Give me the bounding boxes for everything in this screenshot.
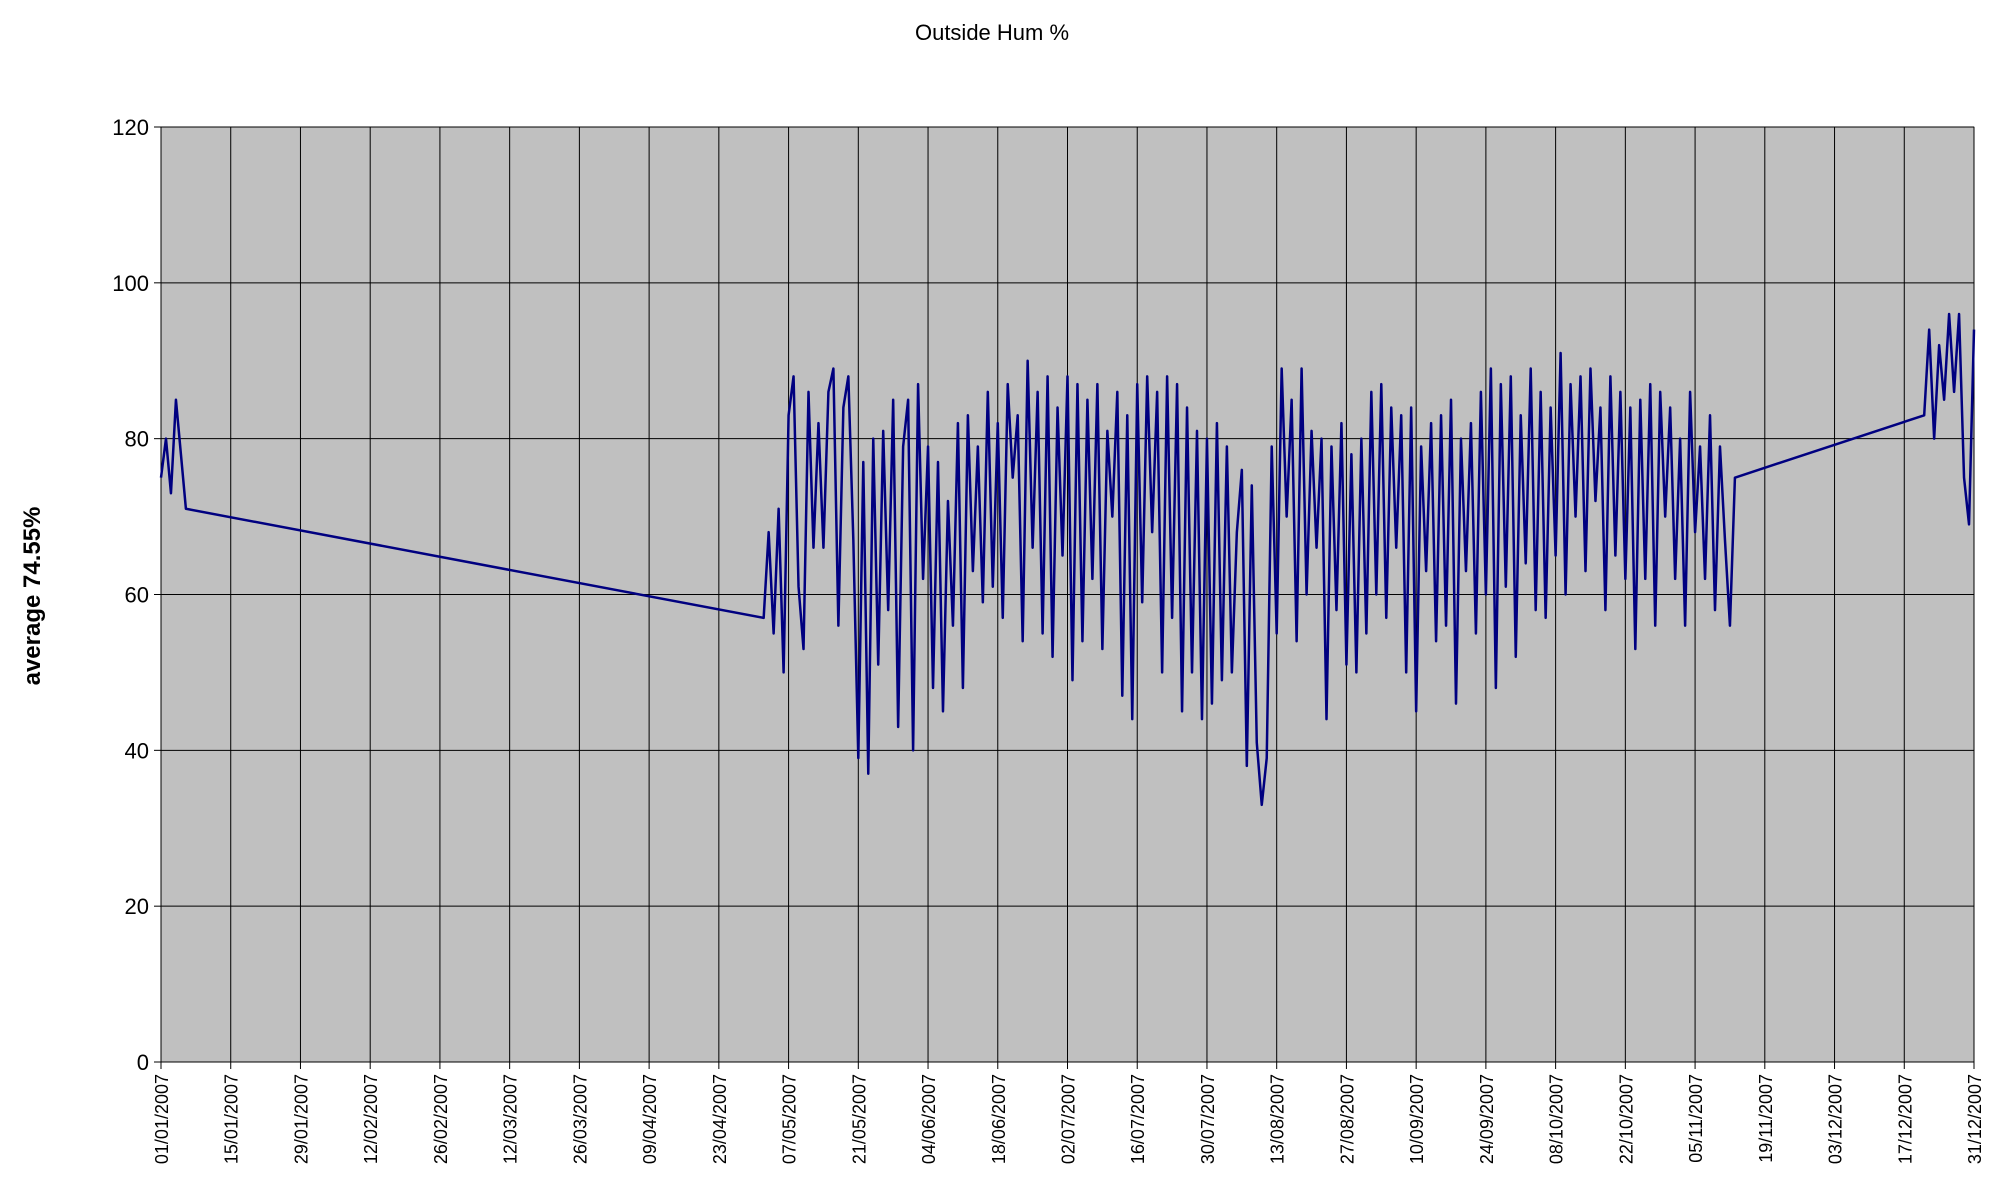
x-tick-label: 09/04/2007	[640, 1074, 660, 1164]
data-line	[159, 312, 1976, 807]
x-tick-label: 02/07/2007	[1059, 1074, 1079, 1164]
x-tick-label: 04/06/2007	[919, 1074, 939, 1164]
x-tick-label: 13/08/2007	[1268, 1074, 1288, 1164]
x-tick-label: 10/09/2007	[1407, 1074, 1427, 1164]
y-tick-label: 0	[137, 1050, 149, 1075]
y-tick-label: 100	[112, 271, 149, 296]
x-tick-label: 26/03/2007	[570, 1074, 590, 1164]
x-tick-label: 21/05/2007	[849, 1074, 869, 1164]
x-tick-label: 17/12/2007	[1895, 1074, 1915, 1164]
y-tick-label: 40	[125, 738, 149, 763]
x-tick-label: 29/01/2007	[291, 1074, 311, 1164]
y-tick-label: 120	[112, 115, 149, 140]
x-tick-label: 31/12/2007	[1965, 1074, 1985, 1164]
x-tick-label: 03/12/2007	[1826, 1074, 1846, 1164]
x-tick-label: 12/02/2007	[361, 1074, 381, 1164]
x-tick-label: 07/05/2007	[780, 1074, 800, 1164]
x-tick-label: 08/10/2007	[1547, 1074, 1567, 1164]
chart-title: Outside Hum %	[915, 20, 1069, 45]
x-tick-label: 15/01/2007	[222, 1074, 242, 1164]
x-tick-label: 26/02/2007	[431, 1074, 451, 1164]
y-axis-label: average 74.55%	[19, 507, 46, 686]
x-tick-label: 01/01/2007	[152, 1074, 172, 1164]
x-tick-label: 16/07/2007	[1128, 1074, 1148, 1164]
x-tick-label: 12/03/2007	[501, 1074, 521, 1164]
x-tick-label: 19/11/2007	[1756, 1074, 1776, 1163]
x-tick-label: 22/10/2007	[1616, 1074, 1636, 1164]
x-tick-label: 18/06/2007	[989, 1074, 1009, 1164]
x-tick-label: 30/07/2007	[1198, 1074, 1218, 1164]
x-tick-label: 27/08/2007	[1337, 1074, 1357, 1164]
y-tick-label: 80	[125, 427, 149, 452]
x-tick-label: 23/04/2007	[710, 1074, 730, 1164]
x-tick-label: 05/11/2007	[1686, 1074, 1706, 1163]
x-tick-label: 24/09/2007	[1477, 1074, 1497, 1164]
y-tick-label: 20	[125, 894, 149, 919]
y-tick-label: 60	[125, 583, 149, 608]
